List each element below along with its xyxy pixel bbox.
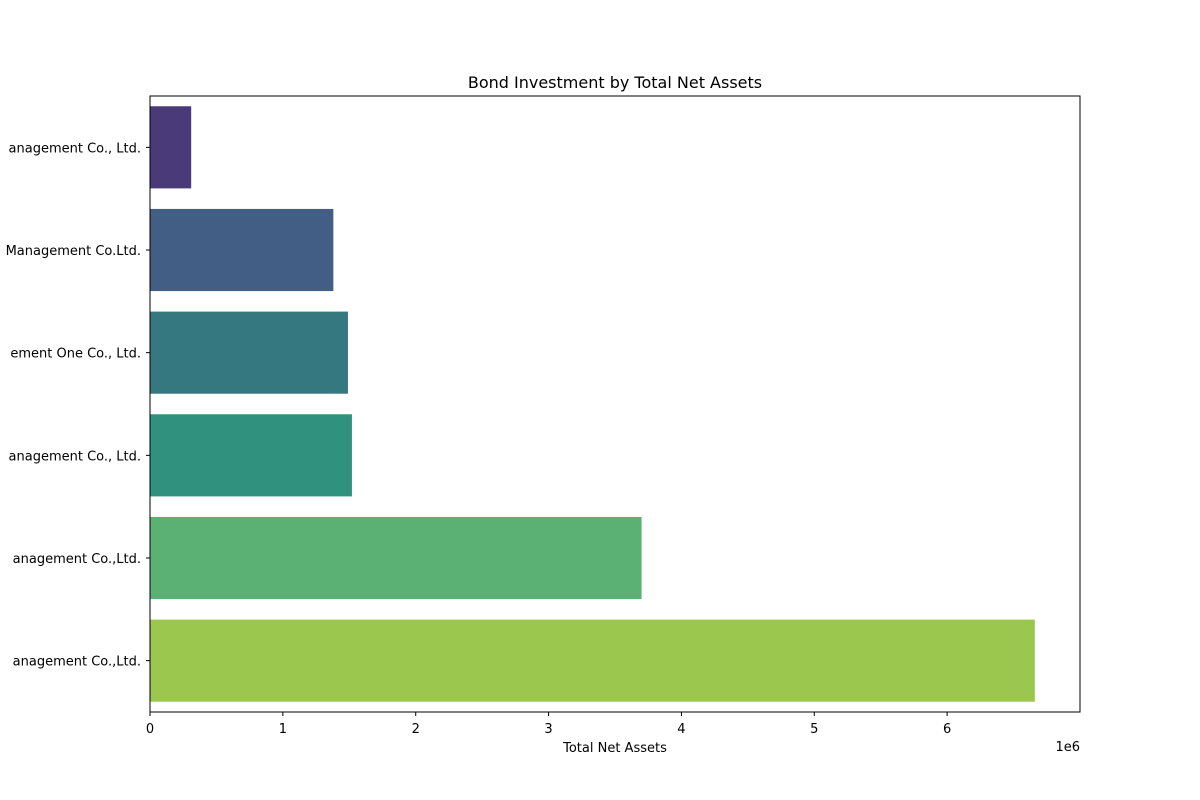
category-label: ement One Co., Ltd.	[10, 347, 141, 362]
bar-4	[150, 414, 352, 497]
bars-group	[150, 106, 1035, 702]
category-label: anagement Co., Ltd.	[9, 449, 141, 464]
category-labels: anagement Co., Ltd. Management Co.Ltd. eme…	[6, 141, 150, 670]
bar-2	[150, 208, 334, 292]
x-tick-label: 5	[810, 722, 818, 737]
x-tick-label: 0	[146, 722, 154, 737]
bar-6	[150, 619, 1035, 702]
bar-3	[150, 311, 348, 394]
category-label: anagement Co.,Ltd.	[13, 552, 141, 567]
category-label: anagement Co.,Ltd.	[13, 655, 141, 670]
bar-5	[150, 516, 642, 600]
x-axis-offset-label: 1e6	[1055, 740, 1080, 755]
category-label: anagement Co., Ltd.	[9, 141, 141, 156]
x-tick-label: 3	[544, 722, 552, 737]
x-tick-label: 1	[279, 722, 287, 737]
plot-frame	[149, 95, 1081, 713]
x-tick-label: 2	[412, 722, 420, 737]
chart-title: Bond Investment by Total Net Assets	[468, 73, 762, 92]
x-tick-label: 6	[943, 722, 951, 737]
x-axis-ticks: 0 1 2 3 4 5 6	[146, 712, 951, 737]
bar-1	[150, 106, 192, 189]
x-axis-title: Total Net Assets	[562, 741, 667, 756]
category-label: Management Co.Ltd.	[6, 244, 141, 259]
x-tick-label: 4	[677, 722, 685, 737]
